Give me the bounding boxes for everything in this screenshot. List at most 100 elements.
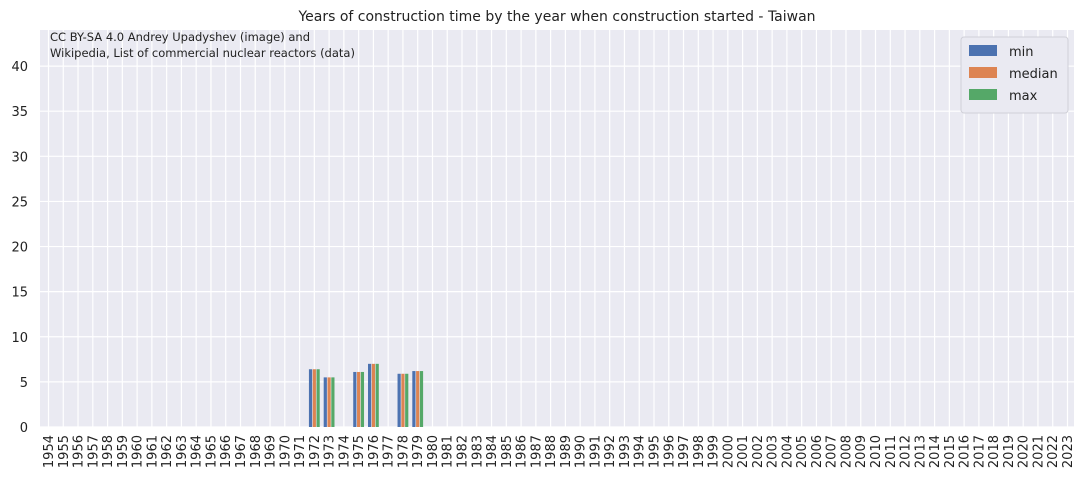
y-tick-label: 0 bbox=[20, 421, 28, 436]
y-axis: 0 5 10 15 20 25 30 35 40 bbox=[11, 60, 28, 436]
plot-background bbox=[40, 30, 1074, 427]
bar-max-1976 bbox=[375, 363, 379, 427]
x-tick-label: 1975 bbox=[352, 435, 367, 468]
x-tick-label: 2013 bbox=[913, 435, 928, 468]
bar-median-1973 bbox=[327, 377, 331, 427]
x-tick-label: 1994 bbox=[633, 435, 648, 468]
x-tick-label: 1968 bbox=[249, 435, 264, 468]
y-tick-label: 5 bbox=[20, 376, 28, 391]
x-tick-label: 1959 bbox=[116, 435, 131, 468]
x-tick-label: 1960 bbox=[131, 435, 146, 468]
bar-max-1975 bbox=[360, 371, 365, 427]
x-tick-label: 2008 bbox=[839, 435, 854, 468]
bar-median-1978 bbox=[401, 373, 405, 427]
x-tick-label: 2004 bbox=[780, 435, 795, 468]
x-tick-label: 2021 bbox=[1031, 435, 1046, 468]
x-tick-label: 2009 bbox=[854, 435, 869, 468]
x-tick-label: 2010 bbox=[869, 435, 884, 468]
x-tick-label: 1970 bbox=[278, 435, 293, 468]
legend-label-median: median bbox=[1009, 67, 1058, 82]
x-tick-label: 2001 bbox=[736, 435, 751, 468]
x-tick-label: 1956 bbox=[72, 435, 87, 468]
bar-min-1979 bbox=[412, 371, 416, 427]
x-tick-label: 2007 bbox=[825, 435, 840, 468]
x-tick-label: 1998 bbox=[692, 435, 707, 468]
x-tick-label: 1995 bbox=[647, 435, 662, 468]
x-tick-label: 1999 bbox=[707, 435, 722, 468]
x-tick-label: 1963 bbox=[175, 435, 190, 468]
x-tick-label: 2018 bbox=[987, 435, 1002, 468]
x-tick-label: 2002 bbox=[751, 435, 766, 468]
legend-swatch-median bbox=[969, 67, 997, 78]
x-tick-label: 2011 bbox=[884, 435, 899, 468]
x-tick-label: 1978 bbox=[396, 435, 411, 468]
x-tick-label: 1981 bbox=[441, 435, 456, 468]
x-tick-label: 1992 bbox=[603, 435, 618, 468]
x-tick-label: 1958 bbox=[101, 435, 116, 468]
grid bbox=[40, 30, 1074, 428]
x-tick-label: 1961 bbox=[145, 435, 160, 468]
x-tick-label: 2006 bbox=[810, 435, 825, 468]
x-tick-label: 2017 bbox=[972, 435, 987, 468]
x-tick-label: 2015 bbox=[943, 435, 958, 468]
legend-label-min: min bbox=[1009, 45, 1034, 60]
x-tick-label: 1972 bbox=[308, 435, 323, 468]
x-tick-label: 1987 bbox=[529, 435, 544, 468]
x-tick-label: 2000 bbox=[721, 435, 736, 468]
x-tick-label: 1962 bbox=[160, 435, 175, 468]
bar-max-1978 bbox=[405, 373, 409, 427]
x-tick-label: 1965 bbox=[204, 435, 219, 468]
x-tick-label: 1985 bbox=[500, 435, 515, 468]
x-tick-label: 1983 bbox=[470, 435, 485, 468]
x-tick-label: 1984 bbox=[485, 435, 500, 468]
x-tick-label: 1964 bbox=[190, 435, 205, 468]
legend-swatch-max bbox=[969, 89, 997, 100]
x-axis: 1954 1955 1956 1957 1958 1959 1960 1961 1962 1963… bbox=[42, 435, 1076, 468]
bar-median-1975 bbox=[357, 371, 361, 427]
x-tick-label: 2003 bbox=[766, 435, 781, 468]
x-tick-label: 1997 bbox=[677, 435, 692, 468]
bar-min-1972 bbox=[308, 369, 313, 427]
legend-swatch-min bbox=[969, 45, 997, 56]
bar-median-1979 bbox=[416, 371, 420, 427]
bar-max-1972 bbox=[316, 369, 320, 427]
chart-title: Years of construction time by the year w… bbox=[297, 9, 815, 25]
bar-min-1975 bbox=[353, 371, 357, 427]
bar-median-1972 bbox=[312, 369, 316, 427]
bar-min-1973 bbox=[323, 377, 327, 427]
y-tick-label: 40 bbox=[11, 60, 28, 75]
legend: min median max bbox=[960, 36, 1069, 114]
x-tick-label: 2020 bbox=[1017, 435, 1032, 468]
bar-max-1973 bbox=[331, 377, 335, 427]
y-tick-label: 15 bbox=[11, 286, 28, 301]
x-tick-label: 1996 bbox=[662, 435, 677, 468]
x-tick-label: 1967 bbox=[234, 435, 249, 468]
y-tick-label: 10 bbox=[11, 331, 28, 346]
x-tick-label: 1991 bbox=[588, 435, 603, 468]
legend-label-max: max bbox=[1009, 89, 1038, 104]
x-tick-label: 1982 bbox=[456, 435, 471, 468]
x-tick-label: 2019 bbox=[1002, 435, 1017, 468]
x-tick-label: 1993 bbox=[618, 435, 633, 468]
bars bbox=[308, 363, 424, 427]
y-tick-label: 30 bbox=[11, 150, 28, 165]
x-tick-label: 1969 bbox=[264, 435, 279, 468]
x-tick-label: 1974 bbox=[337, 435, 352, 468]
x-tick-label: 1979 bbox=[411, 435, 426, 468]
bar-median-1976 bbox=[371, 363, 375, 427]
x-tick-label: 1971 bbox=[293, 435, 308, 468]
y-tick-label: 35 bbox=[11, 105, 28, 120]
x-tick-label: 2016 bbox=[958, 435, 973, 468]
x-tick-label: 1973 bbox=[323, 435, 338, 468]
x-tick-label: 1986 bbox=[515, 435, 530, 468]
x-tick-label: 1990 bbox=[574, 435, 589, 468]
x-tick-label: 2012 bbox=[899, 435, 914, 468]
attribution-line-2: Wikipedia, List of commercial nuclear re… bbox=[50, 46, 355, 60]
y-tick-label: 20 bbox=[11, 241, 28, 256]
x-tick-label: 1955 bbox=[57, 435, 72, 468]
x-tick-label: 2023 bbox=[1061, 435, 1076, 468]
bar-min-1978 bbox=[397, 373, 401, 427]
y-tick-label: 25 bbox=[11, 195, 28, 210]
x-tick-label: 1957 bbox=[86, 435, 101, 468]
